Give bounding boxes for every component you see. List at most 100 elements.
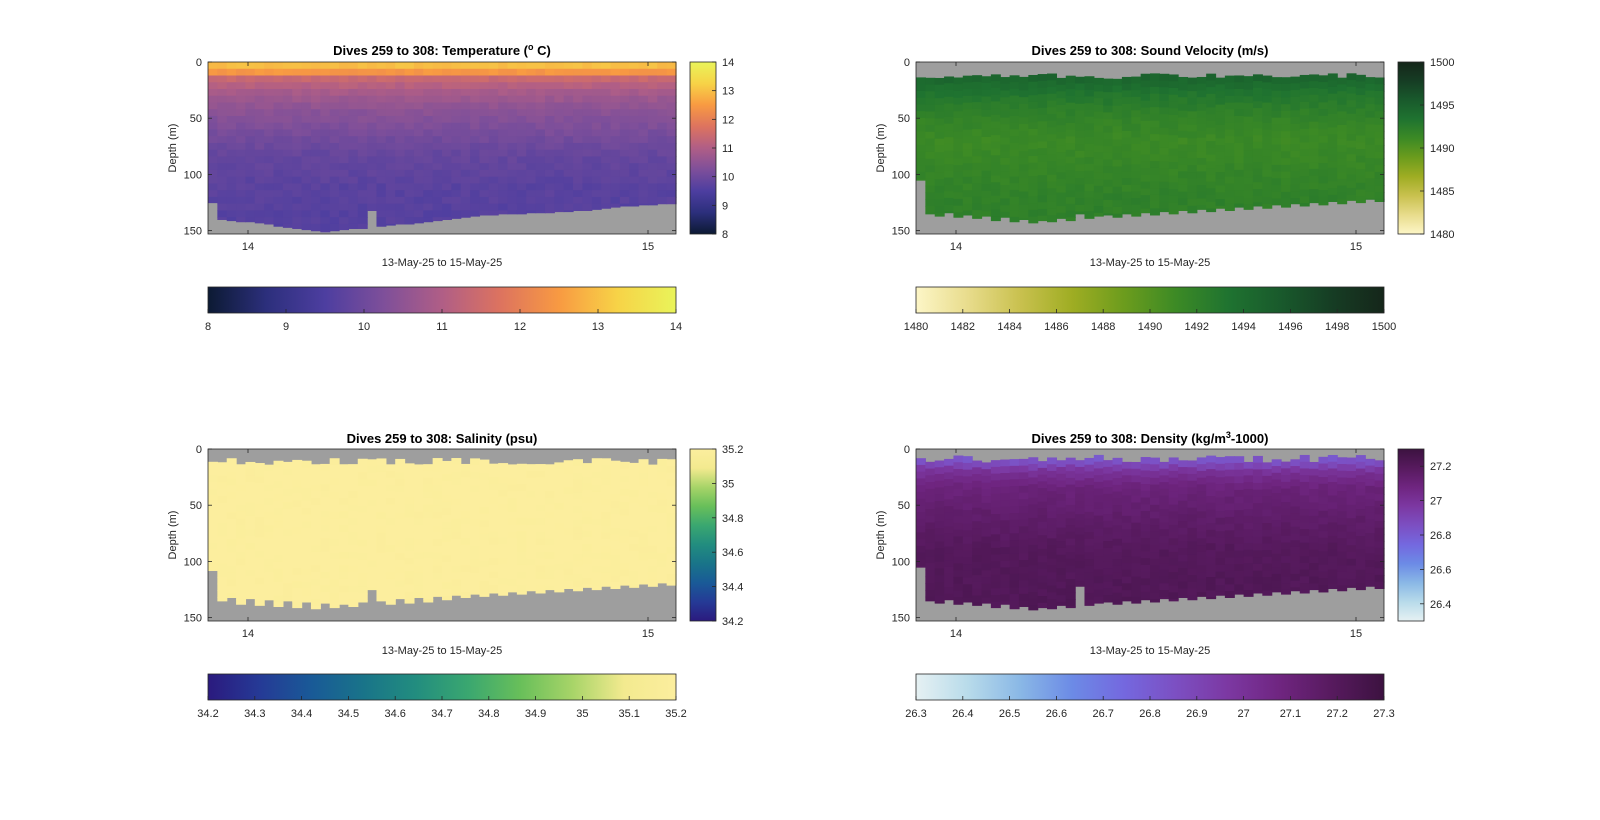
heatmap-cell bbox=[310, 599, 321, 607]
heatmap-cell bbox=[488, 115, 499, 124]
heatmap-cell bbox=[273, 501, 284, 509]
heatmap-cell bbox=[329, 183, 340, 191]
heatmap-cell bbox=[1196, 585, 1207, 593]
heatmap-cell bbox=[657, 566, 668, 575]
heatmap-cell bbox=[292, 581, 303, 589]
heatmap-cell bbox=[953, 165, 964, 173]
heatmap-cell bbox=[273, 75, 284, 83]
heatmap-cell bbox=[1215, 205, 1226, 209]
heatmap-cell bbox=[981, 523, 992, 531]
heatmap-cell bbox=[601, 492, 612, 500]
heatmap-cell bbox=[1028, 470, 1039, 479]
heatmap-cell bbox=[1028, 524, 1039, 533]
heatmap-cell bbox=[981, 577, 992, 585]
heatmap-cell bbox=[292, 136, 303, 144]
heatmap-cell bbox=[1196, 531, 1207, 539]
heatmap-cell bbox=[357, 95, 368, 104]
heatmap-cell bbox=[1243, 197, 1254, 205]
heatmap-cell bbox=[981, 76, 992, 84]
heatmap-cell bbox=[273, 122, 284, 131]
heatmap-cell bbox=[535, 497, 546, 506]
heatmap-cell bbox=[601, 95, 612, 104]
heatmap-cell bbox=[460, 524, 471, 532]
heatmap-cell bbox=[404, 210, 415, 218]
heatmap-cell bbox=[544, 95, 555, 104]
heatmap-cell bbox=[367, 183, 378, 191]
heatmap-cell bbox=[1365, 137, 1376, 146]
heatmap-cell bbox=[498, 544, 509, 552]
heatmap-cell bbox=[376, 465, 387, 473]
heatmap-cell bbox=[953, 597, 964, 605]
heatmap-cell bbox=[1018, 90, 1029, 98]
heatmap-cell bbox=[1206, 80, 1217, 88]
heatmap-cell bbox=[413, 210, 424, 218]
heatmap-cell bbox=[1271, 124, 1282, 132]
heatmap-cell bbox=[1000, 547, 1011, 555]
heatmap-cell bbox=[282, 62, 293, 70]
heatmap-cell bbox=[619, 461, 630, 470]
heatmap-cell bbox=[563, 547, 574, 556]
heatmap-cell bbox=[516, 544, 527, 553]
heatmap-cell bbox=[488, 477, 499, 485]
heatmap-cell bbox=[1252, 577, 1263, 585]
heatmap-cell bbox=[1018, 506, 1029, 514]
heatmap-cell bbox=[460, 538, 471, 546]
heatmap-cell bbox=[1243, 515, 1254, 524]
heatmap-cell bbox=[376, 82, 387, 90]
heatmap-cell bbox=[442, 68, 452, 77]
heatmap-cell bbox=[273, 169, 284, 178]
heatmap-cell bbox=[339, 484, 349, 492]
heatmap-cell bbox=[1018, 178, 1029, 186]
heatmap-cell bbox=[610, 169, 621, 178]
heatmap-cell bbox=[1159, 134, 1170, 142]
heatmap-cell bbox=[460, 156, 471, 164]
heatmap-cell bbox=[1112, 559, 1123, 567]
heatmap-cell bbox=[395, 62, 406, 70]
heatmap-cell bbox=[1065, 579, 1076, 587]
heatmap-cell bbox=[245, 62, 256, 70]
heatmap-cell bbox=[1018, 97, 1029, 105]
heatmap-cell bbox=[981, 502, 992, 511]
heatmap-cell bbox=[1065, 599, 1076, 607]
heatmap-cell bbox=[610, 75, 621, 83]
heatmap-cell bbox=[376, 176, 387, 185]
colorbar-tick-label: 26.4 bbox=[1430, 599, 1451, 611]
heatmap-cell bbox=[488, 510, 499, 519]
heatmap-cell bbox=[1112, 126, 1123, 134]
heatmap-cell bbox=[544, 525, 555, 533]
heatmap-cell bbox=[1327, 488, 1338, 497]
heatmap-cell bbox=[470, 122, 481, 131]
heatmap-cell bbox=[282, 461, 293, 470]
heatmap-cell bbox=[1065, 102, 1076, 111]
heatmap-cell bbox=[1374, 124, 1385, 133]
heatmap-cell bbox=[619, 163, 630, 171]
heatmap-cell bbox=[423, 176, 434, 185]
heatmap-cell bbox=[1159, 120, 1170, 129]
heatmap-cell bbox=[236, 551, 247, 560]
heatmap-cell bbox=[591, 539, 602, 547]
heatmap-cell bbox=[953, 192, 964, 200]
heatmap-cell bbox=[1234, 203, 1245, 208]
colorbar-tick-label: 1488 bbox=[1091, 321, 1115, 333]
heatmap-cell bbox=[1065, 136, 1076, 144]
heatmap-cell bbox=[666, 459, 677, 467]
heatmap-cell bbox=[329, 190, 340, 198]
heatmap-cell bbox=[292, 459, 303, 468]
heatmap-cell bbox=[1140, 134, 1151, 142]
heatmap-cell bbox=[1178, 581, 1189, 590]
heatmap-cell bbox=[647, 149, 658, 158]
heatmap-cell bbox=[1318, 122, 1329, 130]
heatmap-cell bbox=[1281, 171, 1291, 179]
heatmap-cell bbox=[1271, 191, 1282, 200]
heatmap-cell bbox=[990, 534, 1001, 542]
heatmap-cell bbox=[1018, 205, 1029, 213]
heatmap-cell bbox=[629, 489, 640, 498]
heatmap-cell bbox=[1093, 131, 1104, 140]
heatmap-cell bbox=[254, 163, 265, 171]
heatmap-cell bbox=[357, 492, 368, 500]
heatmap-cell bbox=[916, 566, 926, 568]
heatmap-cell bbox=[944, 485, 955, 494]
heatmap-cell bbox=[554, 190, 565, 198]
heatmap-cell bbox=[1299, 108, 1310, 117]
heatmap-cell bbox=[1084, 599, 1095, 606]
